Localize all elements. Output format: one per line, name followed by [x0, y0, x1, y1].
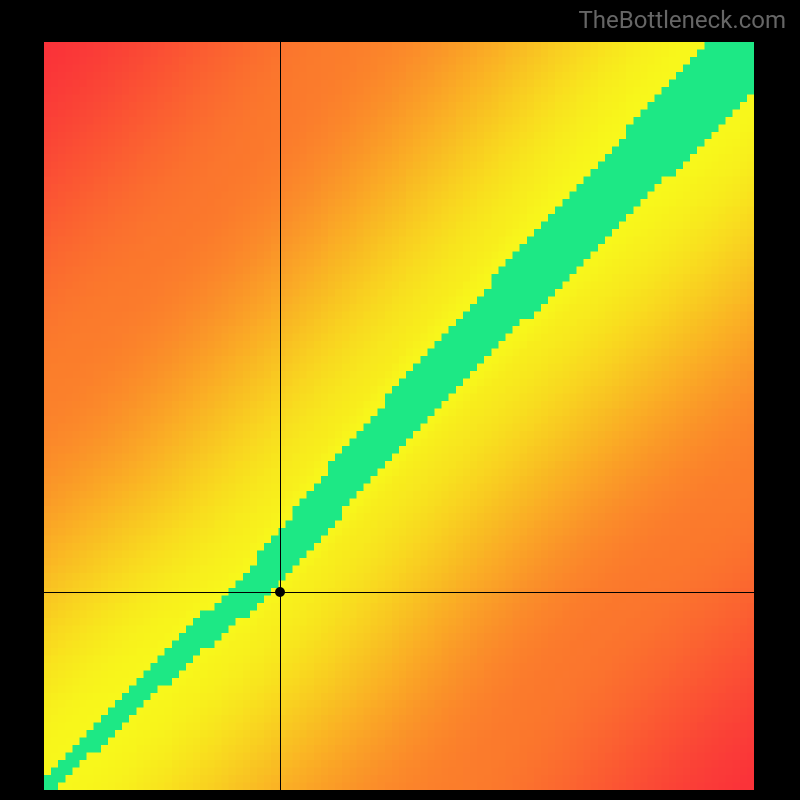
crosshair-point: [275, 587, 285, 597]
crosshair-vertical: [280, 42, 281, 790]
chart-container: TheBottleneck.com: [0, 0, 800, 800]
crosshair-horizontal: [44, 592, 754, 593]
heatmap-plot: [44, 42, 754, 790]
heatmap-canvas: [44, 42, 754, 790]
watermark-text: TheBottleneck.com: [578, 6, 786, 34]
